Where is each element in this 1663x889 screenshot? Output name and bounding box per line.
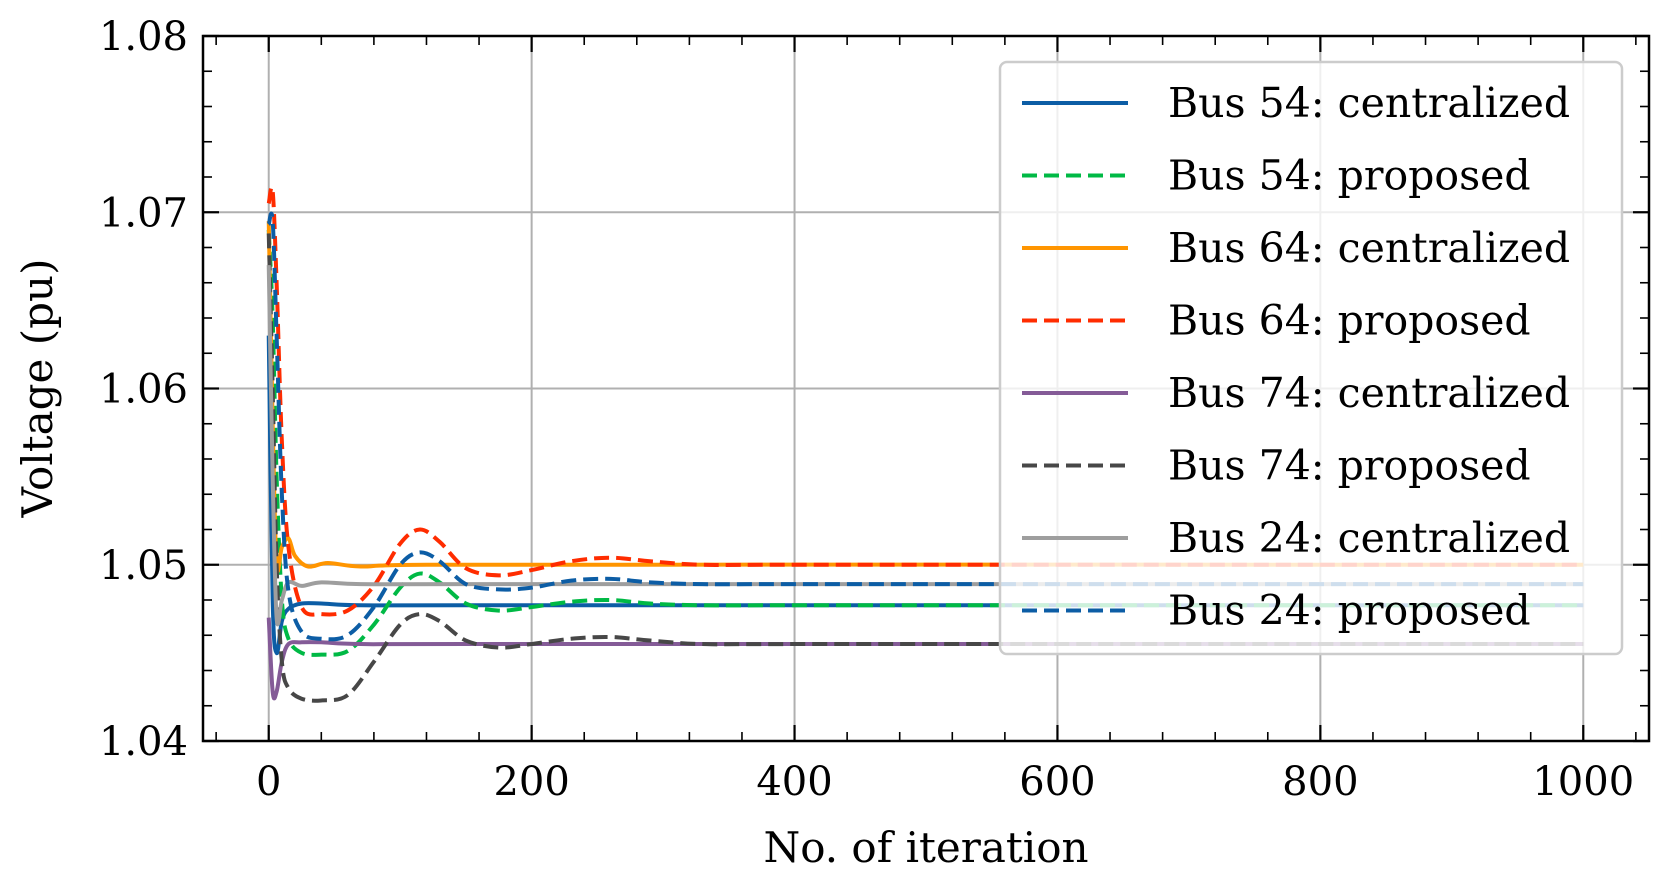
legend-label-4: Bus 64: proposed [1168, 297, 1531, 345]
legend-box [998, 60, 1624, 656]
series-line-8 [266, 211, 1584, 642]
y-tick-label: 1.04 [99, 719, 188, 765]
x-tick-label: 1000 [1532, 759, 1634, 805]
legend-label-6: Bus 74: proposed [1168, 442, 1531, 490]
x-axis-title: No. of iteration [763, 823, 1088, 872]
series-line-4 [266, 185, 1584, 617]
series-lines [266, 185, 1584, 703]
legend-label-1: Bus 54: centralized [1168, 79, 1570, 127]
legend-label-8: Bus 24: proposed [1168, 587, 1531, 635]
legend-label-7: Bus 24: centralized [1168, 514, 1570, 562]
x-tick-label: 0 [256, 759, 281, 805]
y-axis-title: Voltage (pu) [13, 259, 62, 519]
legend-label-5: Bus 74: centralized [1168, 369, 1570, 417]
axis-ticks [203, 34, 1649, 743]
y-tick-label: 1.07 [99, 190, 188, 236]
y-tick-label: 1.06 [99, 367, 188, 413]
y-tick-label: 1.05 [99, 543, 188, 589]
x-tick-label: 200 [493, 759, 569, 805]
series-line-6 [266, 233, 1584, 703]
tick-labels: 0 200 400 600 800 1000 1.04 1.05 1.06 1.07 1.08 [99, 14, 1634, 805]
y-tick-label: 1.08 [99, 14, 188, 60]
legend: Bus 54: centralized Bus 54: proposed Bus 6… [998, 60, 1624, 656]
legend-label-3: Bus 64: centralized [1168, 224, 1570, 272]
x-tick-label: 600 [1019, 759, 1095, 805]
legend-label-2: Bus 54: proposed [1168, 152, 1531, 200]
x-tick-label: 400 [756, 759, 832, 805]
x-tick-label: 800 [1282, 759, 1358, 805]
